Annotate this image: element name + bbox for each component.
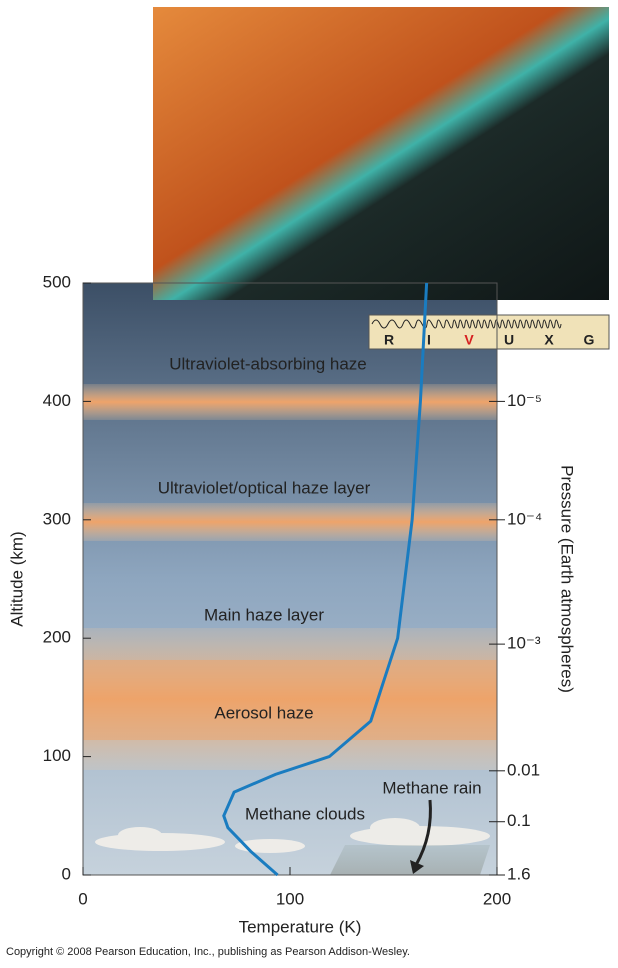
- spectrum-band: I: [427, 332, 431, 348]
- rain-arrowhead: [410, 860, 424, 874]
- plot-background: [83, 283, 497, 875]
- y-tick-label: 300: [43, 509, 71, 528]
- y-tick-label: 500: [43, 272, 71, 291]
- spectrum-bar: [368, 314, 610, 350]
- y2-tick-label: 10⁻⁴: [507, 509, 542, 528]
- annotation: Aerosol haze: [214, 703, 313, 722]
- clouds: [95, 818, 490, 853]
- y-tick-label: 400: [43, 391, 71, 410]
- spectrum-band: X: [544, 332, 554, 348]
- annotation: Main haze layer: [204, 605, 324, 624]
- y2-tick-label: 10⁻⁵: [507, 391, 542, 410]
- y-tick-label: 0: [62, 864, 71, 883]
- spectrum-band: V: [464, 332, 474, 348]
- x-tick-label: 100: [276, 889, 304, 908]
- y2-tick-label: 10⁻³: [507, 634, 541, 653]
- spectrum-band: U: [504, 332, 514, 348]
- rain-arrow: [414, 799, 432, 866]
- footer: Copyright © 2008 Pearson Education, Inc.…: [6, 946, 410, 958]
- y2-axis-label: Pressure (Earth atmospheres): [558, 465, 577, 693]
- x-tick-label: 0: [78, 889, 87, 908]
- x-axis-label: Temperature (K): [239, 917, 362, 936]
- temperature-curve: [222, 282, 429, 877]
- spectrum-band: G: [584, 332, 595, 348]
- y2-tick-label: 1.6: [507, 864, 531, 883]
- y2-tick-label: 0.1: [507, 811, 531, 830]
- spectrum-wave: [371, 319, 562, 329]
- annotation: Methane clouds: [245, 804, 365, 823]
- y2-tick-label: 0.01: [507, 760, 540, 779]
- haze-layers: [83, 384, 497, 770]
- y-tick-label: 100: [43, 746, 71, 765]
- annotation: Ultraviolet-absorbing haze: [169, 354, 367, 373]
- y-axis-label: Altitude (km): [7, 531, 26, 626]
- spectrum-band: R: [384, 332, 394, 348]
- y-tick-label: 200: [43, 628, 71, 647]
- annotation: Ultraviolet/optical haze layer: [158, 478, 371, 497]
- titan-photo: [153, 7, 609, 300]
- annotation: Methane rain: [382, 778, 481, 797]
- x-tick-label: 200: [483, 889, 511, 908]
